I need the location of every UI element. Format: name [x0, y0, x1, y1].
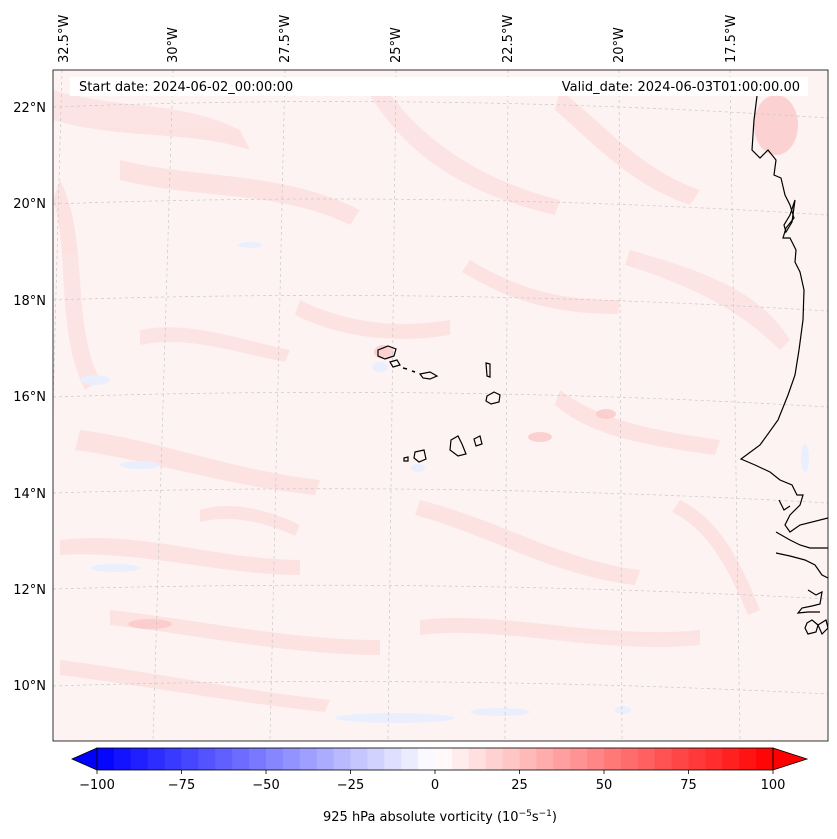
lat-label: 10°N	[13, 679, 46, 694]
coastline	[377, 95, 828, 636]
graticule	[53, 70, 828, 741]
colorbar-block	[333, 748, 352, 770]
colorbar-block	[519, 748, 537, 770]
lon-label: 30°W	[166, 27, 181, 63]
colorbar-block	[587, 748, 605, 770]
colorbar-tick-label: −100	[79, 778, 115, 793]
latitude-labels: 22°N 20°N 18°N 16°N 14°N 12°N 10°N	[13, 101, 46, 694]
colorbar-block	[756, 748, 774, 770]
lon-label: 27.5°W	[278, 15, 293, 63]
colorbar-blocks	[97, 748, 774, 770]
colorbar-tick-label: 0	[431, 778, 439, 793]
lat-label: 12°N	[13, 583, 46, 598]
colorbar-max-extend	[772, 747, 809, 771]
info-box	[70, 77, 808, 96]
colorbar-block	[604, 748, 622, 770]
colorbar-block	[232, 748, 250, 770]
vorticity-field	[53, 70, 828, 741]
colorbar-min-extend	[71, 747, 98, 771]
colorbar-block	[671, 748, 690, 770]
start-date-text: Start date: 2024-06-02_00:00:00	[79, 80, 293, 95]
colorbar-block	[654, 748, 673, 770]
lon-label: 25°W	[389, 27, 404, 63]
colorbar-tick-label: −50	[252, 778, 279, 793]
lon-label: 17.5°W	[724, 15, 739, 63]
colorbar-tick-label: 100	[761, 778, 786, 793]
colorbar-block	[485, 748, 504, 770]
colorbar-tick-label: 25	[511, 778, 528, 793]
colorbar-block	[570, 748, 588, 770]
colorbar-tick-label: −75	[168, 778, 195, 793]
lon-label: 22.5°W	[501, 15, 516, 63]
lat-label: 18°N	[13, 294, 46, 309]
colorbar-block	[282, 748, 301, 770]
colorbar-block	[299, 748, 318, 770]
colorbar-block	[637, 748, 656, 770]
colorbar-block	[705, 748, 723, 770]
lon-label: 20°W	[612, 27, 627, 63]
colorbar-block	[553, 748, 571, 770]
colorbar-block	[266, 748, 284, 770]
longitude-labels: 32.5°W 30°W 27.5°W 25°W 22.5°W 20°W 17.5…	[57, 15, 739, 63]
colorbar-block	[198, 748, 216, 770]
lat-label: 22°N	[13, 101, 46, 116]
colorbar-ticks: −100 −75 −50 −25 0 25 50 75 100	[79, 770, 785, 793]
colorbar-block	[147, 748, 166, 770]
colorbar-block	[418, 748, 436, 770]
lat-label: 14°N	[13, 487, 46, 502]
colorbar-block	[401, 748, 419, 770]
colorbar-block	[384, 748, 402, 770]
colorbar-block	[502, 748, 521, 770]
valid-date-text: Valid_date: 2024-06-03T01:00:00.00	[562, 80, 800, 95]
lat-label: 20°N	[13, 197, 46, 212]
colorbar-block	[722, 748, 740, 770]
colorbar-block	[249, 748, 267, 770]
colorbar-label: 925 hPa absolute vorticity (10−5s−1)	[323, 809, 557, 825]
colorbar-block	[367, 748, 385, 770]
colorbar: −100 −75 −50 −25 0 25 50 75 100 925 hPa absolute…	[71, 747, 809, 825]
colorbar-block	[536, 748, 554, 770]
map-frame	[52, 69, 829, 742]
colorbar-block	[130, 748, 149, 770]
colorbar-tick-label: 50	[596, 778, 613, 793]
colorbar-block	[451, 748, 470, 770]
colorbar-block	[350, 748, 368, 770]
lon-label: 32.5°W	[57, 15, 72, 63]
colorbar-tick-label: −25	[337, 778, 364, 793]
colorbar-block	[215, 748, 233, 770]
colorbar-block	[739, 748, 757, 770]
colorbar-tick-label: 75	[680, 778, 697, 793]
colorbar-block	[620, 748, 639, 770]
colorbar-block	[97, 748, 115, 770]
colorbar-block	[181, 748, 199, 770]
colorbar-block	[316, 748, 335, 770]
colorbar-block	[113, 748, 132, 770]
colorbar-block	[164, 748, 183, 770]
colorbar-block	[468, 748, 487, 770]
colorbar-block	[435, 748, 453, 770]
colorbar-block	[688, 748, 706, 770]
lat-label: 16°N	[13, 390, 46, 405]
